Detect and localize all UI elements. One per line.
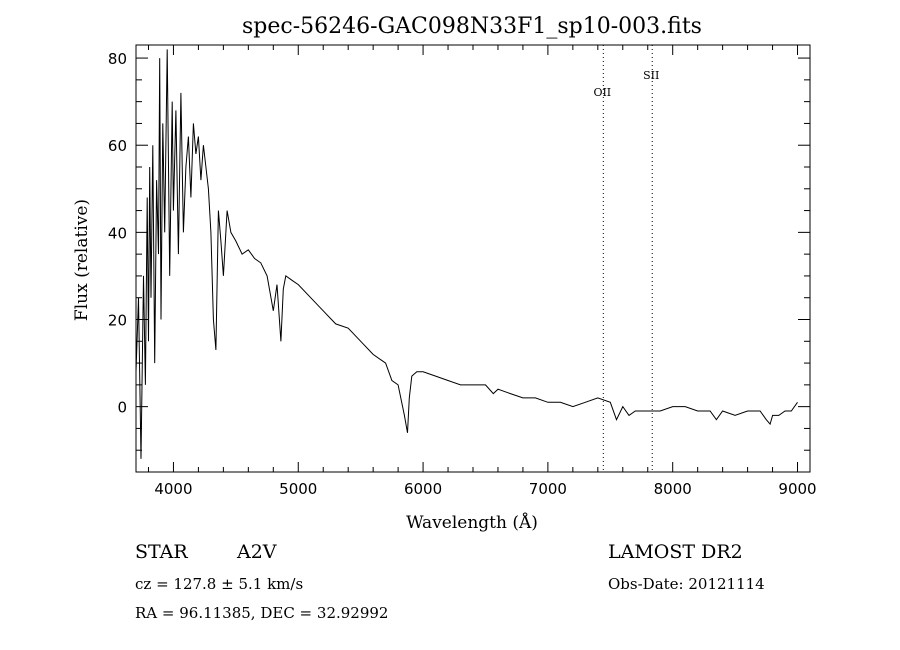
survey-name: LAMOST DR2 (608, 541, 743, 563)
y-tick-label: 40 (108, 224, 127, 242)
x-tick-label: 4000 (154, 480, 192, 498)
x-tick-label: 5000 (279, 480, 317, 498)
y-tick-label: 20 (108, 312, 127, 330)
observation-date: Obs-Date: 20121114 (608, 575, 765, 593)
x-tick-label: 7000 (529, 480, 567, 498)
line-label-oii: OII (593, 86, 611, 99)
y-axis-label: Flux (relative) (72, 199, 92, 321)
y-tick-label: 0 (117, 399, 127, 417)
y-tick-label: 60 (108, 137, 127, 155)
y-tick-label: 80 (108, 50, 127, 68)
line-label-sii: SII (643, 69, 659, 82)
object-type: STAR (135, 541, 188, 563)
x-axis-label: Wavelength (Å) (406, 512, 538, 533)
x-tick-label: 8000 (654, 480, 692, 498)
x-tick-label: 6000 (404, 480, 442, 498)
plot-frame (135, 44, 811, 473)
redshift-value: cz = 127.8 ± 5.1 km/s (135, 575, 304, 593)
spectrum-line (136, 49, 798, 459)
coordinates: RA = 96.11385, DEC = 32.92992 (135, 604, 389, 622)
x-tick-label: 9000 (778, 480, 816, 498)
spectral-subclass: A2V (237, 541, 277, 563)
chart-title: spec-56246-GAC098N33F1_sp10-003.fits (242, 14, 702, 39)
